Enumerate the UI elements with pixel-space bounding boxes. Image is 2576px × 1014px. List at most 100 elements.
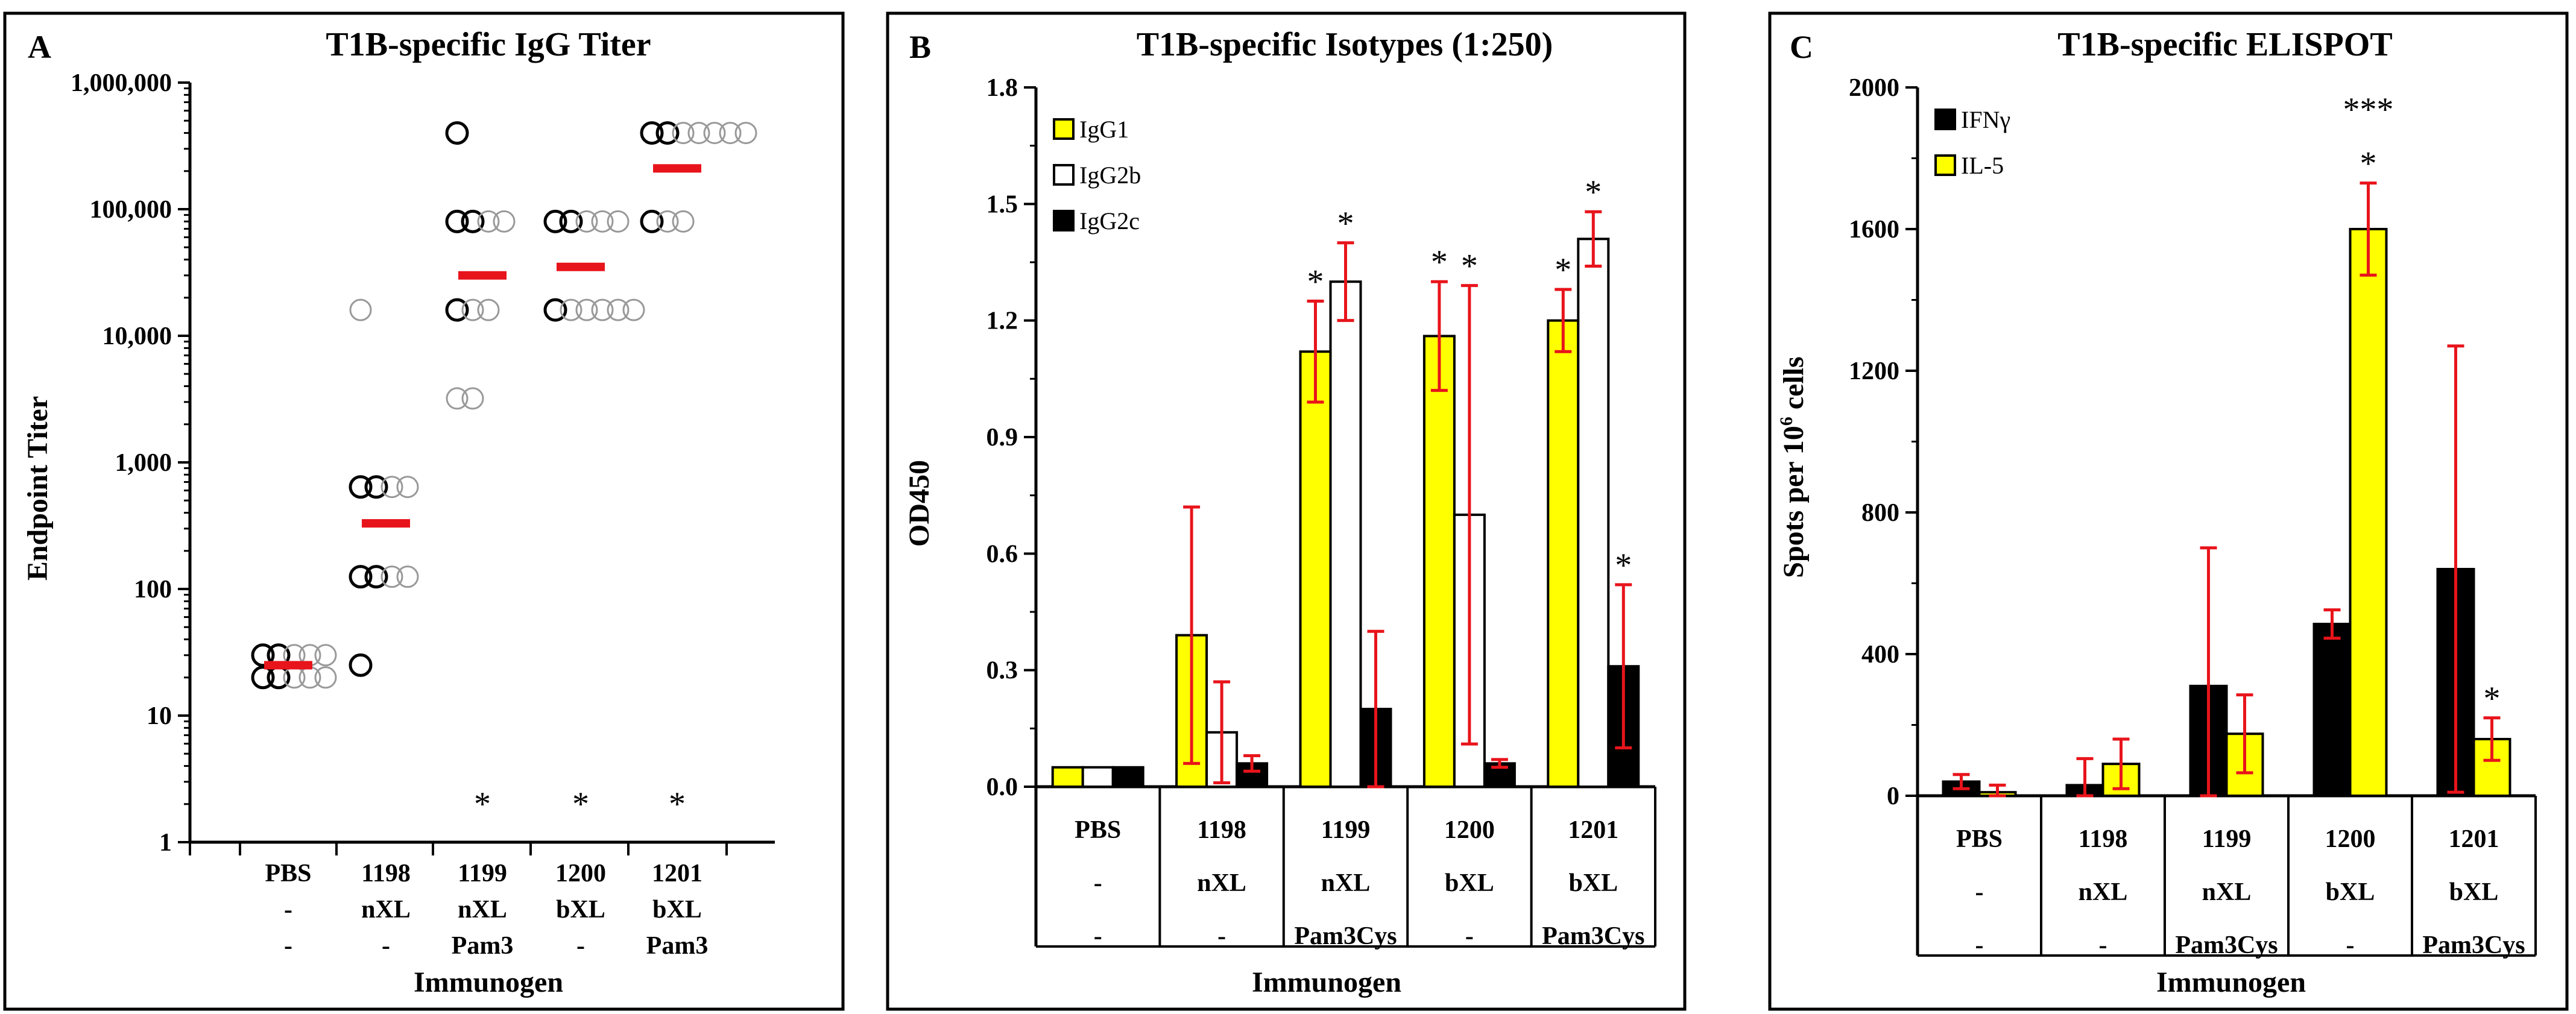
c-category-label: Pam3Cys	[2175, 931, 2278, 959]
a-significance-star: *	[474, 786, 491, 823]
c-y-tick-label: 1600	[1849, 216, 1899, 244]
a-data-point	[543, 298, 567, 322]
a-data-point	[380, 476, 403, 499]
b-significance-star: *	[1461, 248, 1478, 285]
a-data-point	[672, 210, 695, 233]
a-data-point	[734, 122, 757, 145]
panel-c-ylabel: Spots per 106 cells	[1776, 356, 1810, 578]
c-category-label: nXL	[2202, 878, 2252, 906]
a-data-point	[703, 122, 726, 145]
a-data-point	[461, 298, 484, 321]
b-significance-star: *	[1337, 205, 1354, 242]
c-significance-star: *	[2484, 680, 2501, 717]
c-legend-swatch	[1934, 154, 1956, 176]
b-bar-igg1	[1051, 766, 1084, 789]
panel-a-points	[251, 121, 757, 690]
panel-c: C T1B-specific ELISPOT Spots per 106 cel…	[1768, 11, 2569, 1011]
a-significance-star: *	[669, 786, 686, 823]
c-legend-label: IL-5	[1961, 152, 2004, 179]
a-data-point	[607, 210, 630, 233]
c-y-tick-label: 1200	[1849, 357, 1899, 385]
panel-a-category-rows: PBS 1198 1199 1200 1201 - nXL nXL bXL bXL - - Pam3 - P…	[265, 860, 708, 960]
a-data-point	[591, 298, 614, 321]
a-data-point	[575, 298, 598, 321]
panel-c-ylabel-tail: cells	[1778, 356, 1810, 417]
a-y-tick-label: 10	[147, 702, 172, 730]
panel-b-title: T1B-specific Isotypes (1:250)	[1137, 26, 1553, 63]
panel-a-axes	[188, 83, 775, 844]
panel-c-error-bars	[1953, 181, 2501, 798]
panel-a-letter: A	[28, 29, 51, 65]
a-data-point	[607, 298, 630, 321]
panel-a: A T1B-specific IgG Titer Endpoint Titer …	[3, 11, 845, 1011]
a-category-label: -	[382, 932, 390, 960]
c-category-label: 1199	[2202, 825, 2252, 853]
a-mean-bar	[557, 262, 605, 271]
a-category-label: nXL	[458, 896, 507, 924]
a-data-point	[364, 565, 388, 589]
c-category-label: PBS	[1956, 825, 2003, 853]
c-y-tick-label: 400	[1861, 641, 1899, 669]
c-legend-swatch	[1934, 109, 1956, 130]
panel-c-letter: C	[1790, 29, 1813, 65]
panel-a-border	[3, 11, 845, 1011]
b-bar-igg1	[1422, 335, 1456, 788]
panel-a-ticks: 1 10 100 1,000 10,000 100,000 1,000,000	[71, 69, 728, 857]
c-y-tick-label: 2000	[1849, 74, 1899, 102]
b-category-label: bXL	[1568, 869, 1618, 897]
a-data-point	[445, 121, 469, 145]
a-data-point	[396, 476, 419, 499]
a-data-point	[719, 122, 742, 145]
a-category-label: -	[576, 932, 585, 960]
panel-a-stars: * * *	[474, 786, 686, 823]
panel-b-legend: IgG1 IgG2b IgG2c	[1053, 116, 1141, 235]
b-category-label: 1199	[1321, 816, 1371, 844]
a-data-point	[380, 565, 403, 588]
a-data-point	[446, 387, 469, 410]
panel-b-ticks: 0.0 0.3 0.6 0.9 1.2 1.5 1.8	[987, 74, 1036, 801]
a-data-point	[314, 666, 337, 689]
panel-b-error-bars	[1183, 210, 1632, 789]
panel-a-xlabel: Immunogen	[414, 966, 563, 998]
a-data-point	[575, 210, 598, 233]
b-y-tick-label: 1.5	[987, 191, 1018, 218]
a-category-label: PBS	[265, 860, 311, 887]
c-category-label: -	[1975, 931, 1984, 959]
a-data-point	[251, 643, 275, 667]
a-data-point	[314, 644, 337, 667]
a-mean-bar	[264, 661, 312, 670]
a-category-label: 1198	[361, 860, 411, 887]
a-category-label: Pam3	[452, 932, 514, 960]
a-data-point	[622, 298, 645, 321]
panel-b-letter: B	[909, 29, 931, 65]
a-data-point	[591, 210, 614, 233]
b-category-label: -	[1094, 869, 1102, 897]
panel-c-legend: IFNγ IL-5	[1934, 106, 2010, 179]
b-category-label: -	[1217, 922, 1226, 950]
a-data-point	[461, 387, 484, 410]
c-bar-il5	[2349, 228, 2388, 797]
b-category-label: 1200	[1444, 816, 1495, 844]
a-data-point	[349, 475, 373, 499]
a-data-point	[477, 298, 500, 321]
a-data-point	[560, 298, 582, 321]
a-category-label: bXL	[556, 896, 605, 924]
a-category-label: Pam3	[646, 932, 709, 960]
panel-c-title: T1B-specific ELISPOT	[2057, 26, 2392, 63]
a-data-point	[445, 298, 469, 322]
b-significance-star: *	[1431, 244, 1448, 281]
b-y-tick-label: 1.2	[987, 307, 1018, 335]
b-category-label: -	[1465, 922, 1474, 950]
c-category-label: Pam3Cys	[2422, 931, 2525, 959]
c-significance-star: *	[2360, 145, 2377, 183]
c-category-label: bXL	[2449, 878, 2499, 906]
b-legend-swatch	[1053, 210, 1075, 231]
b-bar-igg2b	[1081, 766, 1114, 789]
panel-c-ylabel-main: Spots per 10	[1778, 426, 1810, 578]
a-category-label: nXL	[361, 896, 411, 924]
b-y-tick-label: 1.8	[987, 74, 1018, 102]
panel-b-xlabel: Immunogen	[1252, 966, 1401, 998]
a-significance-star: *	[572, 786, 589, 823]
a-data-point	[656, 210, 679, 233]
a-data-point	[687, 122, 710, 145]
